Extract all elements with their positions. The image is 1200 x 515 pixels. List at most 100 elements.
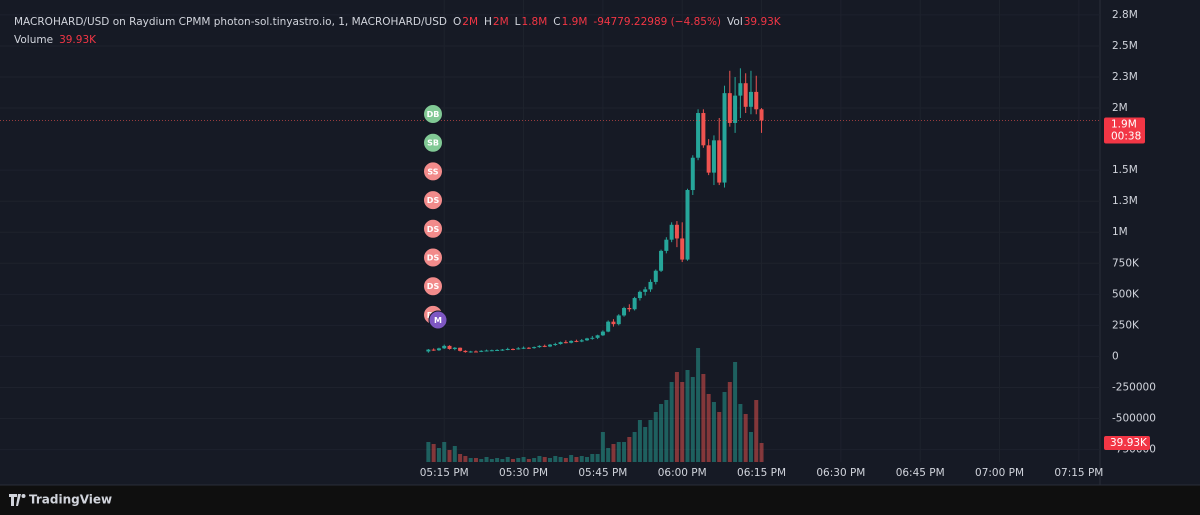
x-tick-label: 07:00 PM — [975, 467, 1024, 479]
candle-body — [521, 347, 526, 349]
candle-body — [574, 340, 579, 342]
volume-bar — [479, 459, 484, 462]
volume-bar — [690, 377, 695, 462]
volume-bar — [458, 454, 463, 462]
candle-body — [622, 308, 627, 316]
x-tick-label: 05:30 PM — [499, 467, 548, 479]
candle-body — [479, 350, 484, 352]
event-marker: DB — [423, 104, 443, 124]
candle-body — [563, 342, 568, 344]
candle-body — [696, 113, 701, 158]
event-marker: SB — [423, 132, 443, 153]
candle-body — [748, 91, 753, 107]
marker-label: DS — [427, 254, 440, 263]
volume-bar — [431, 444, 436, 462]
volume-bar — [664, 400, 669, 462]
volume-bar — [606, 448, 611, 462]
candle-body — [579, 340, 584, 342]
candle-body — [616, 315, 621, 325]
volume-bar — [701, 374, 706, 462]
candle-body — [542, 345, 547, 347]
y-tick-label: 250K — [1112, 319, 1140, 331]
ohlc-value: 1.9M — [561, 16, 588, 28]
volume-bar — [722, 392, 727, 462]
x-tick-label: 06:15 PM — [737, 467, 786, 479]
volume-value: 39.93K — [59, 34, 97, 46]
candle-body — [436, 348, 441, 351]
marker-dot — [423, 104, 443, 124]
volume-bar — [595, 454, 600, 462]
candle-body — [553, 344, 558, 346]
brand[interactable]: TradingView — [29, 493, 112, 507]
volume-bar — [616, 442, 621, 462]
event-marker: M — [428, 310, 448, 330]
y-tick-label: -250000 — [1112, 381, 1156, 393]
vol-value: 39.93K — [743, 16, 781, 28]
y-tick-label: 2.3M — [1112, 71, 1138, 83]
x-tick-label: 07:15 PM — [1054, 467, 1103, 479]
candle-body — [611, 321, 616, 325]
marker-dot — [423, 276, 443, 297]
candle-body — [685, 190, 690, 260]
y-tick-label: 2.8M — [1112, 9, 1138, 21]
candle-body — [717, 140, 722, 183]
volume-bar — [685, 370, 690, 462]
volume-bar — [600, 432, 605, 462]
vol-key: Vol — [727, 16, 743, 28]
volume-bar — [754, 400, 759, 462]
volume-bar — [743, 414, 748, 462]
candle-body — [590, 337, 595, 339]
volume-bar — [526, 459, 531, 462]
candle-body — [473, 351, 478, 353]
status-line: MACROHARD/USD on Raydium CPMM photon-sol… — [14, 13, 787, 49]
marker-label: DS — [427, 225, 440, 234]
volume-bar — [611, 444, 616, 462]
candle-body — [585, 338, 590, 341]
y-tick-label: -500000 — [1112, 413, 1156, 425]
candle-body — [510, 348, 515, 350]
marker-dot — [423, 132, 443, 153]
change: -94779.22989 (−4.85%) — [593, 16, 722, 28]
candle-body — [548, 344, 552, 347]
volume-bar — [548, 458, 552, 462]
volume-bar — [447, 450, 452, 462]
x-tick-label: 05:15 PM — [420, 467, 469, 479]
volume-bar — [553, 456, 558, 462]
volume-bar — [505, 457, 510, 462]
candle-body — [484, 350, 489, 352]
volume-bar — [500, 459, 505, 462]
candle-body — [452, 347, 457, 349]
volume-bar — [563, 458, 568, 462]
volume-bar — [643, 427, 648, 462]
candle-body — [627, 308, 632, 310]
volume-bar — [495, 458, 500, 462]
candle-body — [489, 350, 494, 352]
marker-dot — [423, 247, 443, 268]
volume-bar — [632, 432, 637, 462]
candle-body — [669, 224, 674, 240]
volume-bar — [542, 457, 547, 462]
volume-bar — [696, 348, 701, 462]
candle-body — [733, 95, 738, 123]
volume-bar — [622, 442, 627, 462]
volume-bar — [532, 458, 537, 462]
candle-body — [706, 145, 711, 173]
volume-label: 39.93K — [1110, 437, 1148, 449]
candle-body — [505, 348, 510, 350]
volume-bar — [759, 442, 764, 462]
y-tick-label: 2.5M — [1112, 40, 1138, 52]
volume-bar — [516, 458, 521, 462]
candle-body — [727, 93, 732, 123]
volume-bar — [659, 404, 664, 462]
volume-bar — [489, 459, 494, 462]
candle-body — [632, 298, 637, 310]
last-price-box — [1104, 117, 1145, 144]
candle-body — [690, 157, 695, 191]
event-marker: DS — [423, 190, 443, 211]
volume-bar — [669, 382, 674, 462]
volume-bar — [738, 404, 743, 462]
event-marker: DS — [423, 247, 443, 268]
marker-label: SB — [427, 139, 439, 148]
marker-label: DS — [427, 282, 440, 291]
